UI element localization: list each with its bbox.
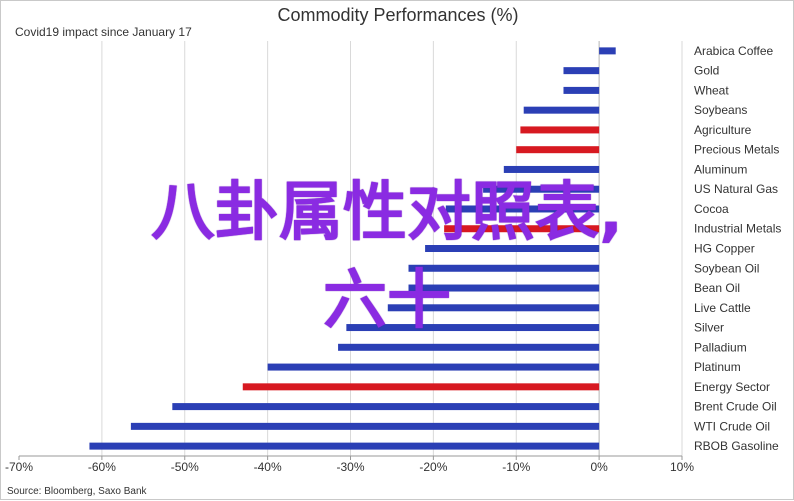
category-label: Gold [694,64,719,78]
category-label: HG Copper [694,242,755,256]
bar [520,126,600,134]
category-label: Industrial Metals [694,222,781,236]
category-label: WTI Crude Oil [694,419,770,433]
x-tick-label: -10% [502,460,530,474]
bar [242,383,600,391]
bar [346,324,600,332]
category-label: Platinum [694,360,741,374]
bar [503,165,600,173]
category-label: Agriculture [694,123,752,137]
x-tick-label: -30% [336,460,364,474]
category-label: Bean Oil [694,281,740,295]
x-tick-label: 10% [670,460,694,474]
category-label: Brent Crude Oil [694,400,777,414]
category-label: Palladium [694,340,747,354]
bar [267,363,600,371]
category-label: Soybean Oil [694,261,759,275]
category-label: Aluminum [694,162,747,176]
x-tick-label: -60% [88,460,116,474]
bar [444,225,600,233]
x-tick-label: -70% [5,460,33,474]
bar [408,284,600,292]
x-tick-label: -40% [254,460,282,474]
category-label: Live Cattle [694,301,751,315]
category-label: Precious Metals [694,143,779,157]
x-tick-label: 0% [590,460,608,474]
bar [408,264,600,272]
category-label: Silver [694,321,724,335]
bar [483,185,600,193]
bar [387,304,600,312]
bar [563,67,600,75]
category-label: US Natural Gas [694,182,778,196]
category-label: Soybeans [694,103,747,117]
bar [599,47,616,55]
bar [563,86,600,94]
category-labels: Arabica Coffee Gold Wheat Soybeans Agricultu… [694,44,781,453]
x-tick-label: -20% [419,460,447,474]
category-label: Cocoa [694,202,729,216]
x-axis: -70% -60% -50% -40% -30% -20% -10% 0% 10% [5,455,694,474]
bar [172,403,600,411]
bar [89,442,600,450]
category-label: Wheat [694,83,729,97]
category-label: RBOB Gasoline [694,439,779,453]
bars [89,47,616,450]
category-label: Arabica Coffee [694,44,773,58]
source-note: Source: Bloomberg, Saxo Bank [7,486,147,497]
bar [130,422,600,430]
category-label: Energy Sector [694,380,770,394]
bar [338,343,600,351]
x-tick-label: -50% [171,460,199,474]
bar [425,245,600,252]
bar [445,205,600,213]
chart-subtitle: Covid19 impact since January 17 [15,25,192,39]
bar [523,106,600,114]
chart-title: Commodity Performances (%) [277,5,519,25]
bar [516,146,600,154]
